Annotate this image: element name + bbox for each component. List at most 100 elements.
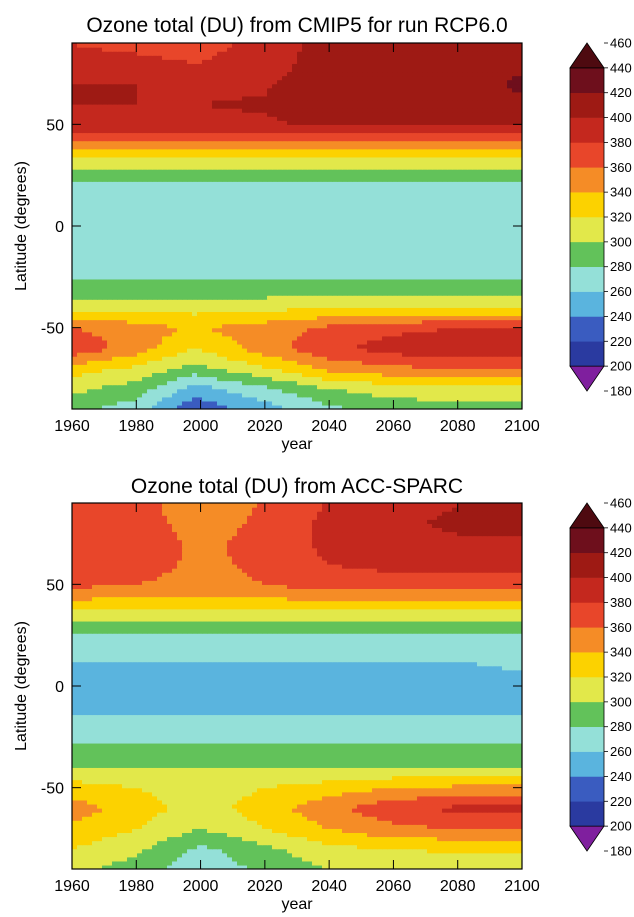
contour-cell (357, 185, 363, 190)
contour-cell (237, 372, 243, 378)
contour-cell (467, 246, 473, 251)
contour-cell (247, 246, 253, 251)
contour-cell (332, 278, 338, 284)
contour-cell (147, 380, 153, 386)
contour-cell (112, 400, 118, 406)
contour-cell (177, 368, 183, 373)
contour-cell (432, 380, 438, 386)
contour-cell (372, 209, 378, 215)
contour-cell (502, 234, 508, 239)
contour-cell (207, 356, 213, 361)
contour-cell (222, 185, 228, 190)
contour-cell (327, 217, 333, 223)
contour-cell (72, 327, 78, 333)
contour-cell (272, 226, 278, 231)
contour-cell (217, 307, 223, 312)
contour-cell (187, 299, 193, 304)
contour-cell (427, 270, 433, 276)
contour-cell (492, 270, 498, 276)
contour-cell (262, 234, 268, 239)
contour-cell (467, 364, 473, 369)
contour-cell (102, 234, 108, 239)
contour-cell (227, 226, 233, 231)
contour-cell (157, 238, 163, 243)
contour-cell (292, 217, 298, 223)
contour-cell (357, 356, 363, 361)
contour-cell (387, 291, 393, 296)
contour-cell (347, 242, 353, 247)
contour-cell (382, 299, 388, 304)
contour-cell (487, 226, 493, 231)
contour-cell (132, 376, 138, 382)
contour-cell (367, 400, 373, 406)
contour-cell (132, 299, 138, 304)
contour-cell (152, 266, 158, 272)
contour-cell (397, 323, 403, 329)
contour-cell (487, 303, 493, 308)
contour-cell (282, 364, 288, 369)
contour-cell (462, 327, 468, 333)
contour-cell (432, 384, 438, 390)
contour-cell (322, 335, 328, 341)
contour-cell (392, 299, 398, 304)
contour-cell (127, 250, 133, 256)
contour-cell (317, 307, 323, 312)
contour-cell (502, 396, 508, 402)
contour-cell (412, 270, 418, 276)
contour-cell (482, 356, 488, 361)
contour-cell (372, 400, 378, 406)
contour-cell (377, 299, 383, 304)
contour-cell (352, 217, 358, 223)
contour-cell (497, 254, 503, 260)
contour-cell (317, 217, 323, 223)
contour-cell (212, 250, 218, 256)
contour-cell (92, 376, 98, 382)
contour-cell (512, 343, 518, 349)
contour-cell (462, 343, 468, 349)
contour-cell (442, 335, 448, 341)
contour-cell (442, 384, 448, 390)
contour-cell (417, 197, 423, 203)
contour-cell (497, 396, 503, 402)
contour-cell (352, 396, 358, 402)
contour-cell (317, 213, 323, 219)
contour-cell (517, 400, 522, 406)
contour-cell (507, 193, 513, 199)
contour-cell (432, 278, 438, 284)
contour-cell (482, 282, 488, 288)
contour-cell (122, 404, 128, 409)
contour-cell (492, 234, 498, 239)
contour-cell (252, 250, 258, 256)
contour-cell (252, 311, 258, 317)
contour-cell (362, 250, 368, 256)
contour-cell (297, 352, 303, 357)
contour-cell (192, 213, 198, 219)
contour-cell (497, 262, 503, 268)
contour-cell (212, 372, 218, 378)
contour-cell (332, 372, 338, 378)
contour-cell (162, 258, 168, 264)
contour-cell (337, 360, 343, 365)
contour-cell (167, 343, 173, 349)
contour-cell (327, 258, 333, 264)
contour-cell (517, 339, 522, 345)
contour-cell (287, 230, 293, 235)
contour-cell (92, 238, 98, 243)
contour-cell (252, 352, 258, 357)
contour-cell (472, 400, 478, 406)
contour-cell (197, 315, 203, 321)
contour-cell (212, 197, 218, 203)
contour-cell (82, 339, 88, 345)
contour-cell (287, 323, 293, 329)
contour-cell (322, 230, 328, 235)
contour-cell (322, 189, 328, 195)
contour-cell (182, 396, 188, 402)
contour-cell (362, 221, 368, 227)
contour-cell (232, 327, 238, 333)
contour-cell (127, 254, 133, 260)
contour-cell (407, 238, 413, 243)
contour-cell (142, 368, 148, 373)
contour-cell (447, 360, 453, 365)
contour-cell (312, 364, 318, 369)
contour-cell (187, 384, 193, 390)
